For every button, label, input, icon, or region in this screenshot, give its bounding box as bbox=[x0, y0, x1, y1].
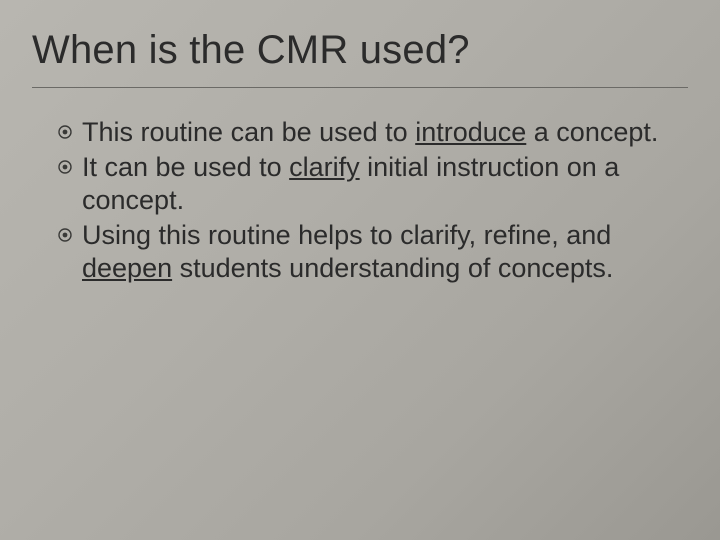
bullet-text-underlined: clarify bbox=[289, 152, 360, 182]
bullet-text-pre: It can be used to bbox=[82, 152, 289, 182]
slide-title: When is the CMR used? bbox=[32, 28, 688, 73]
bullet-text-pre: This routine can be used to bbox=[82, 117, 415, 147]
list-item: This routine can be used to introduce a … bbox=[58, 116, 662, 149]
title-region: When is the CMR used? bbox=[0, 0, 720, 79]
bullet-text-underlined: introduce bbox=[415, 117, 526, 147]
body-region: This routine can be used to introduce a … bbox=[0, 88, 720, 285]
slide: When is the CMR used? This routine can b… bbox=[0, 0, 720, 540]
list-item: It can be used to clarify initial instru… bbox=[58, 151, 662, 217]
bullet-text-underlined: deepen bbox=[82, 253, 172, 283]
bullet-target-icon bbox=[58, 160, 72, 174]
bullet-target-icon bbox=[58, 125, 72, 139]
list-item: Using this routine helps to clarify, ref… bbox=[58, 219, 662, 285]
bullet-text-pre: Using this routine helps to clarify, ref… bbox=[82, 220, 611, 250]
bullet-text-post: students understanding of concepts. bbox=[172, 253, 613, 283]
bullet-target-icon bbox=[58, 228, 72, 242]
bullet-text-post: a concept. bbox=[526, 117, 658, 147]
